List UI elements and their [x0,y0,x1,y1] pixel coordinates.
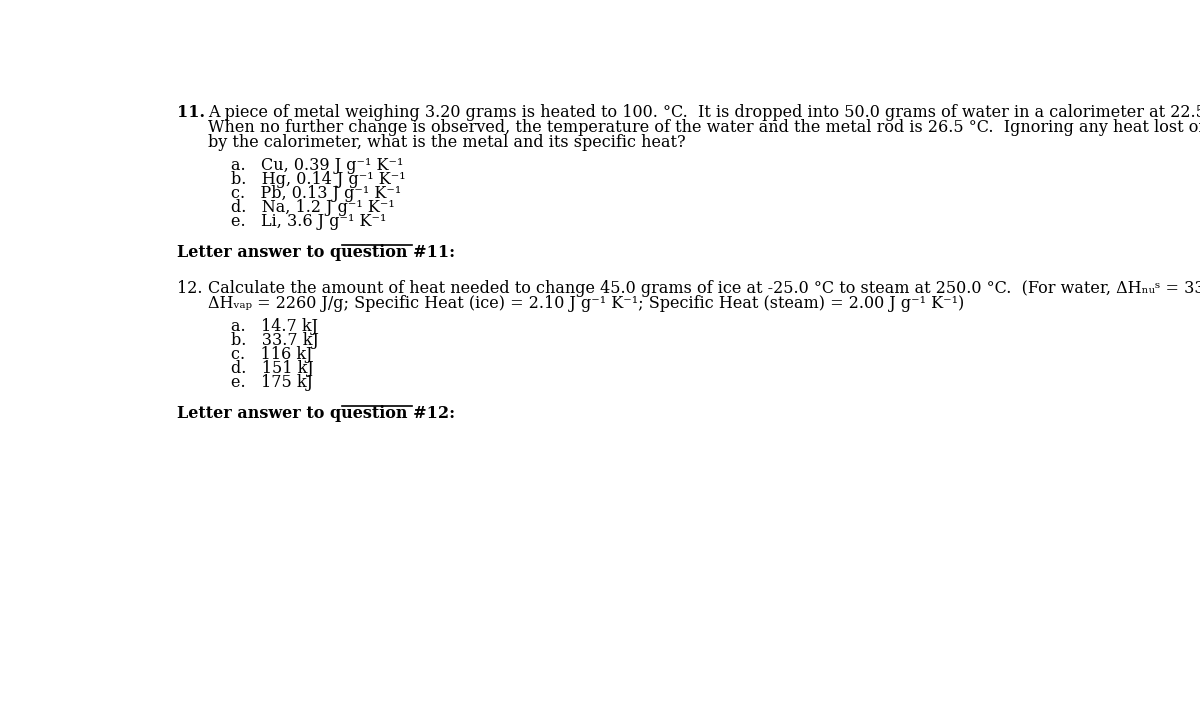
Text: Letter answer to question #11:: Letter answer to question #11: [178,244,472,261]
Text: e.   175 kJ: e. 175 kJ [232,374,313,391]
Text: d.   151 kJ: d. 151 kJ [232,360,314,377]
Text: When no further change is observed, the temperature of the water and the metal r: When no further change is observed, the … [208,119,1200,136]
Text: A piece of metal weighing 3.20 grams is heated to 100. °C.  It is dropped into 5: A piece of metal weighing 3.20 grams is … [208,104,1200,121]
Text: c.   116 kJ: c. 116 kJ [232,346,313,363]
Text: d.   Na, 1.2 J g⁻¹ K⁻¹: d. Na, 1.2 J g⁻¹ K⁻¹ [232,199,395,216]
Text: 11.: 11. [178,104,205,121]
Text: b.   Hg, 0.14 J g⁻¹ K⁻¹: b. Hg, 0.14 J g⁻¹ K⁻¹ [232,172,406,189]
Text: a.   Cu, 0.39 J g⁻¹ K⁻¹: a. Cu, 0.39 J g⁻¹ K⁻¹ [232,157,403,174]
Text: a.   14.7 kJ: a. 14.7 kJ [232,318,318,335]
Text: c.   Pb, 0.13 J g⁻¹ K⁻¹: c. Pb, 0.13 J g⁻¹ K⁻¹ [232,185,402,202]
Text: 12.: 12. [178,280,203,297]
Text: ΔHᵥₐₚ = 2260 J/g; Specific Heat (ice) = 2.10 J g⁻¹ K⁻¹; Specific Heat (steam) = : ΔHᵥₐₚ = 2260 J/g; Specific Heat (ice) = … [208,294,965,311]
Text: by the calorimeter, what is the metal and its specific heat?: by the calorimeter, what is the metal an… [208,133,685,150]
Text: Letter answer to question #12:: Letter answer to question #12: [178,405,472,422]
Text: Calculate the amount of heat needed to change 45.0 grams of ice at -25.0 °C to s: Calculate the amount of heat needed to c… [208,280,1200,297]
Text: e.   Li, 3.6 J g⁻¹ K⁻¹: e. Li, 3.6 J g⁻¹ K⁻¹ [232,213,386,230]
Text: b.   33.7 kJ: b. 33.7 kJ [232,333,319,350]
